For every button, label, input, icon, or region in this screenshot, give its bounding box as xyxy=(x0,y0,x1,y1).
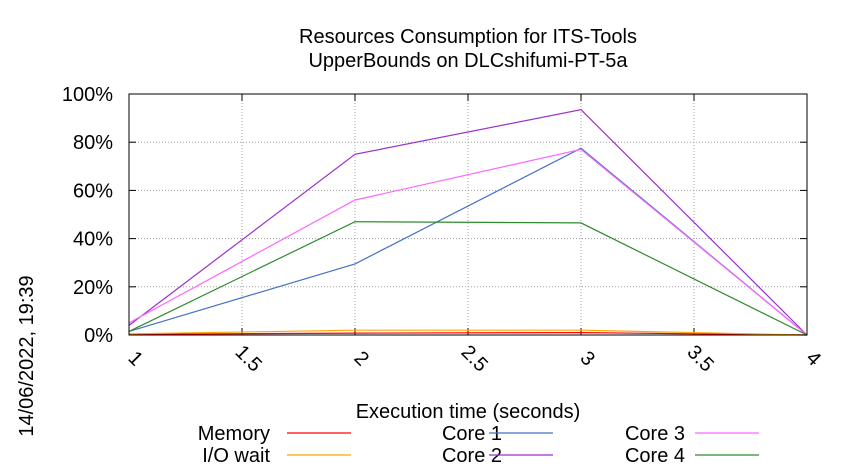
x-tick-label: 2.5 xyxy=(457,341,492,376)
x-tick-labels: 1 1.5 2 2.5 3 3.5 4 xyxy=(124,341,825,376)
legend-label: Core 2 xyxy=(442,445,502,467)
legend-item-core-3: Core 3 xyxy=(625,423,759,445)
x-axis-label: Execution time (seconds) xyxy=(356,401,581,423)
series-lines xyxy=(128,109,808,336)
timestamp: 14/06/2022, 19:39 xyxy=(16,275,38,436)
y-tick-label: 100% xyxy=(62,84,113,106)
y-tick-label: 60% xyxy=(73,180,113,202)
x-tick-label: 2 xyxy=(350,347,373,370)
legend-label: Core 1 xyxy=(442,423,502,445)
series-line-core-3 xyxy=(128,148,808,336)
legend-item-core-1: Core 1 xyxy=(442,423,553,445)
y-tick-label: 20% xyxy=(73,277,113,299)
y-tick-label: 40% xyxy=(73,229,113,251)
series-line-core-2 xyxy=(128,109,808,336)
legend-label: Core 4 xyxy=(625,445,685,467)
x-tick-label: 3.5 xyxy=(683,341,718,376)
chart-title: Resources Consumption for ITS-Tools xyxy=(299,26,637,48)
series-line-core-4 xyxy=(128,221,808,336)
legend-label: I/O wait xyxy=(202,445,270,467)
legend-item-core-2: Core 2 xyxy=(442,445,553,467)
legend-item-core-4: Core 4 xyxy=(625,445,759,467)
legend-item-i-o-wait: I/O wait xyxy=(202,445,351,467)
legend-label: Core 3 xyxy=(625,423,685,445)
x-tick-label: 1.5 xyxy=(231,341,266,376)
y-tick-label: 0% xyxy=(84,325,113,347)
series-line-i-o-wait xyxy=(128,329,808,336)
legend-item-memory: Memory xyxy=(198,423,351,445)
grid xyxy=(128,93,808,336)
y-tick-label: 80% xyxy=(73,132,113,154)
x-tick-label: 4 xyxy=(802,347,825,370)
chart-subtitle: UpperBounds on DLCshifumi-PT-5a xyxy=(308,50,628,72)
y-tick-labels: 0% 20% 40% 60% 80% 100% xyxy=(62,84,113,347)
x-tick-label: 3 xyxy=(576,347,599,370)
x-tick-label: 1 xyxy=(124,347,147,370)
series-line-memory xyxy=(128,331,808,336)
legend-label: Memory xyxy=(198,423,270,445)
plot-border xyxy=(128,93,808,336)
